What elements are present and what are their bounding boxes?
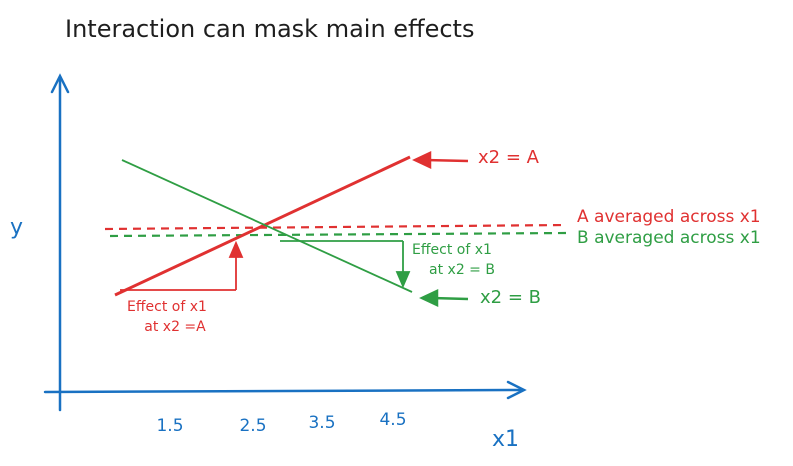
effect-b-text: Effect of x1 (412, 242, 492, 258)
x-label: x1 (492, 427, 519, 452)
avg-a-label: A averaged across x1 (577, 207, 761, 227)
effect-a-text: Effect of x1 (127, 299, 207, 315)
effect-a (120, 240, 244, 291)
line-a (114, 155, 411, 297)
effect-b-text: at x2 = B (429, 262, 495, 278)
x-tick-label: 2.5 (239, 416, 266, 436)
avg-b-line (109, 231, 567, 238)
x-tick-label: 3.5 (308, 413, 335, 433)
line-b-label: x2 = B (480, 287, 541, 308)
avg-b-label: B averaged across x1 (577, 228, 761, 248)
x-tick-label: 1.5 (156, 416, 183, 436)
effect-a-text: at x2 =A (144, 319, 206, 335)
line-a-label: x2 = A (478, 147, 540, 168)
avg-a-line (104, 223, 567, 231)
x-axis-arrow (506, 380, 527, 400)
title: Interaction can mask main effects (65, 15, 474, 43)
x-tick-label: 4.5 (379, 410, 406, 430)
arrow-b (419, 289, 469, 307)
x-axis (43, 388, 524, 394)
effect-b (280, 240, 411, 289)
y-axis-arrow (50, 73, 70, 94)
arrow-a (412, 151, 469, 169)
axes (43, 73, 527, 412)
line-b (121, 159, 413, 293)
y-label: y (10, 215, 23, 240)
